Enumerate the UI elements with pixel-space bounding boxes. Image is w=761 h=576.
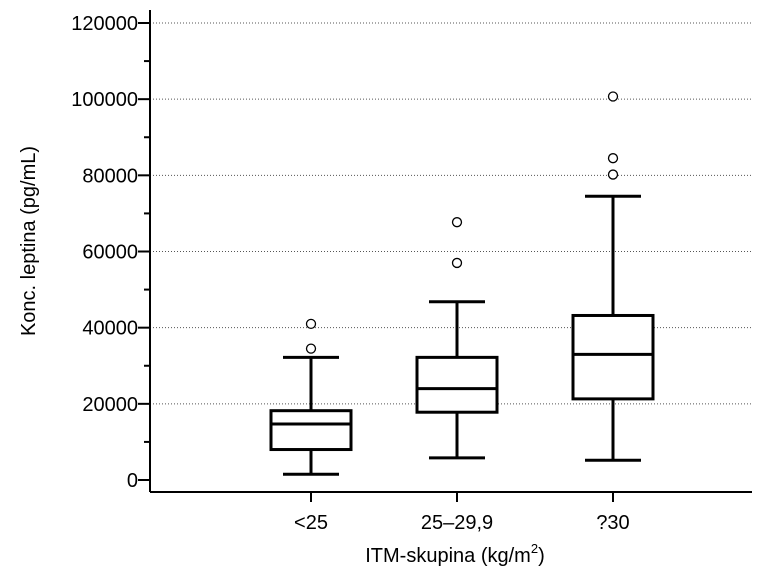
iqr-box — [269, 409, 353, 452]
x-tick-label: ?30 — [596, 512, 629, 534]
gridlines — [150, 22, 752, 405]
outlier-point — [451, 217, 463, 228]
iqr-box — [571, 313, 655, 401]
outlier-point — [305, 343, 317, 354]
outlier-point — [607, 91, 619, 102]
x-tick-label: <25 — [294, 512, 328, 534]
x-axis-title-superscript: 2 — [531, 541, 538, 556]
box-group — [269, 318, 353, 476]
tick-labels: 0 20000 40000 60000 80000 100000 120000 <25 25–2… — [71, 13, 629, 534]
boxes — [269, 91, 655, 476]
y-tick-label: 0 — [127, 470, 138, 492]
x-axis-title-main: ITM-skupina (kg/m — [365, 545, 531, 567]
x-tick-label: 25–29,9 — [421, 512, 493, 534]
y-tick-label: 100000 — [71, 89, 138, 111]
outlier-point — [451, 257, 463, 269]
y-axis-title: Konc. leptina (pg/mL) — [18, 146, 40, 336]
y-tick-label: 60000 — [82, 242, 138, 264]
x-axis-title-end: ) — [538, 545, 545, 567]
x-axis-title: ITM-skupina (kg/m2) — [365, 541, 545, 567]
outlier-point — [607, 153, 619, 164]
iqr-box — [415, 355, 499, 414]
y-tick-label: 40000 — [82, 318, 138, 340]
box-group — [415, 217, 499, 460]
y-tick-label: 120000 — [71, 13, 138, 35]
outlier-point — [607, 169, 619, 180]
y-tick-label: 80000 — [82, 165, 138, 187]
box-group — [571, 91, 655, 462]
y-tick-label: 20000 — [82, 394, 138, 416]
outlier-point — [305, 318, 317, 330]
